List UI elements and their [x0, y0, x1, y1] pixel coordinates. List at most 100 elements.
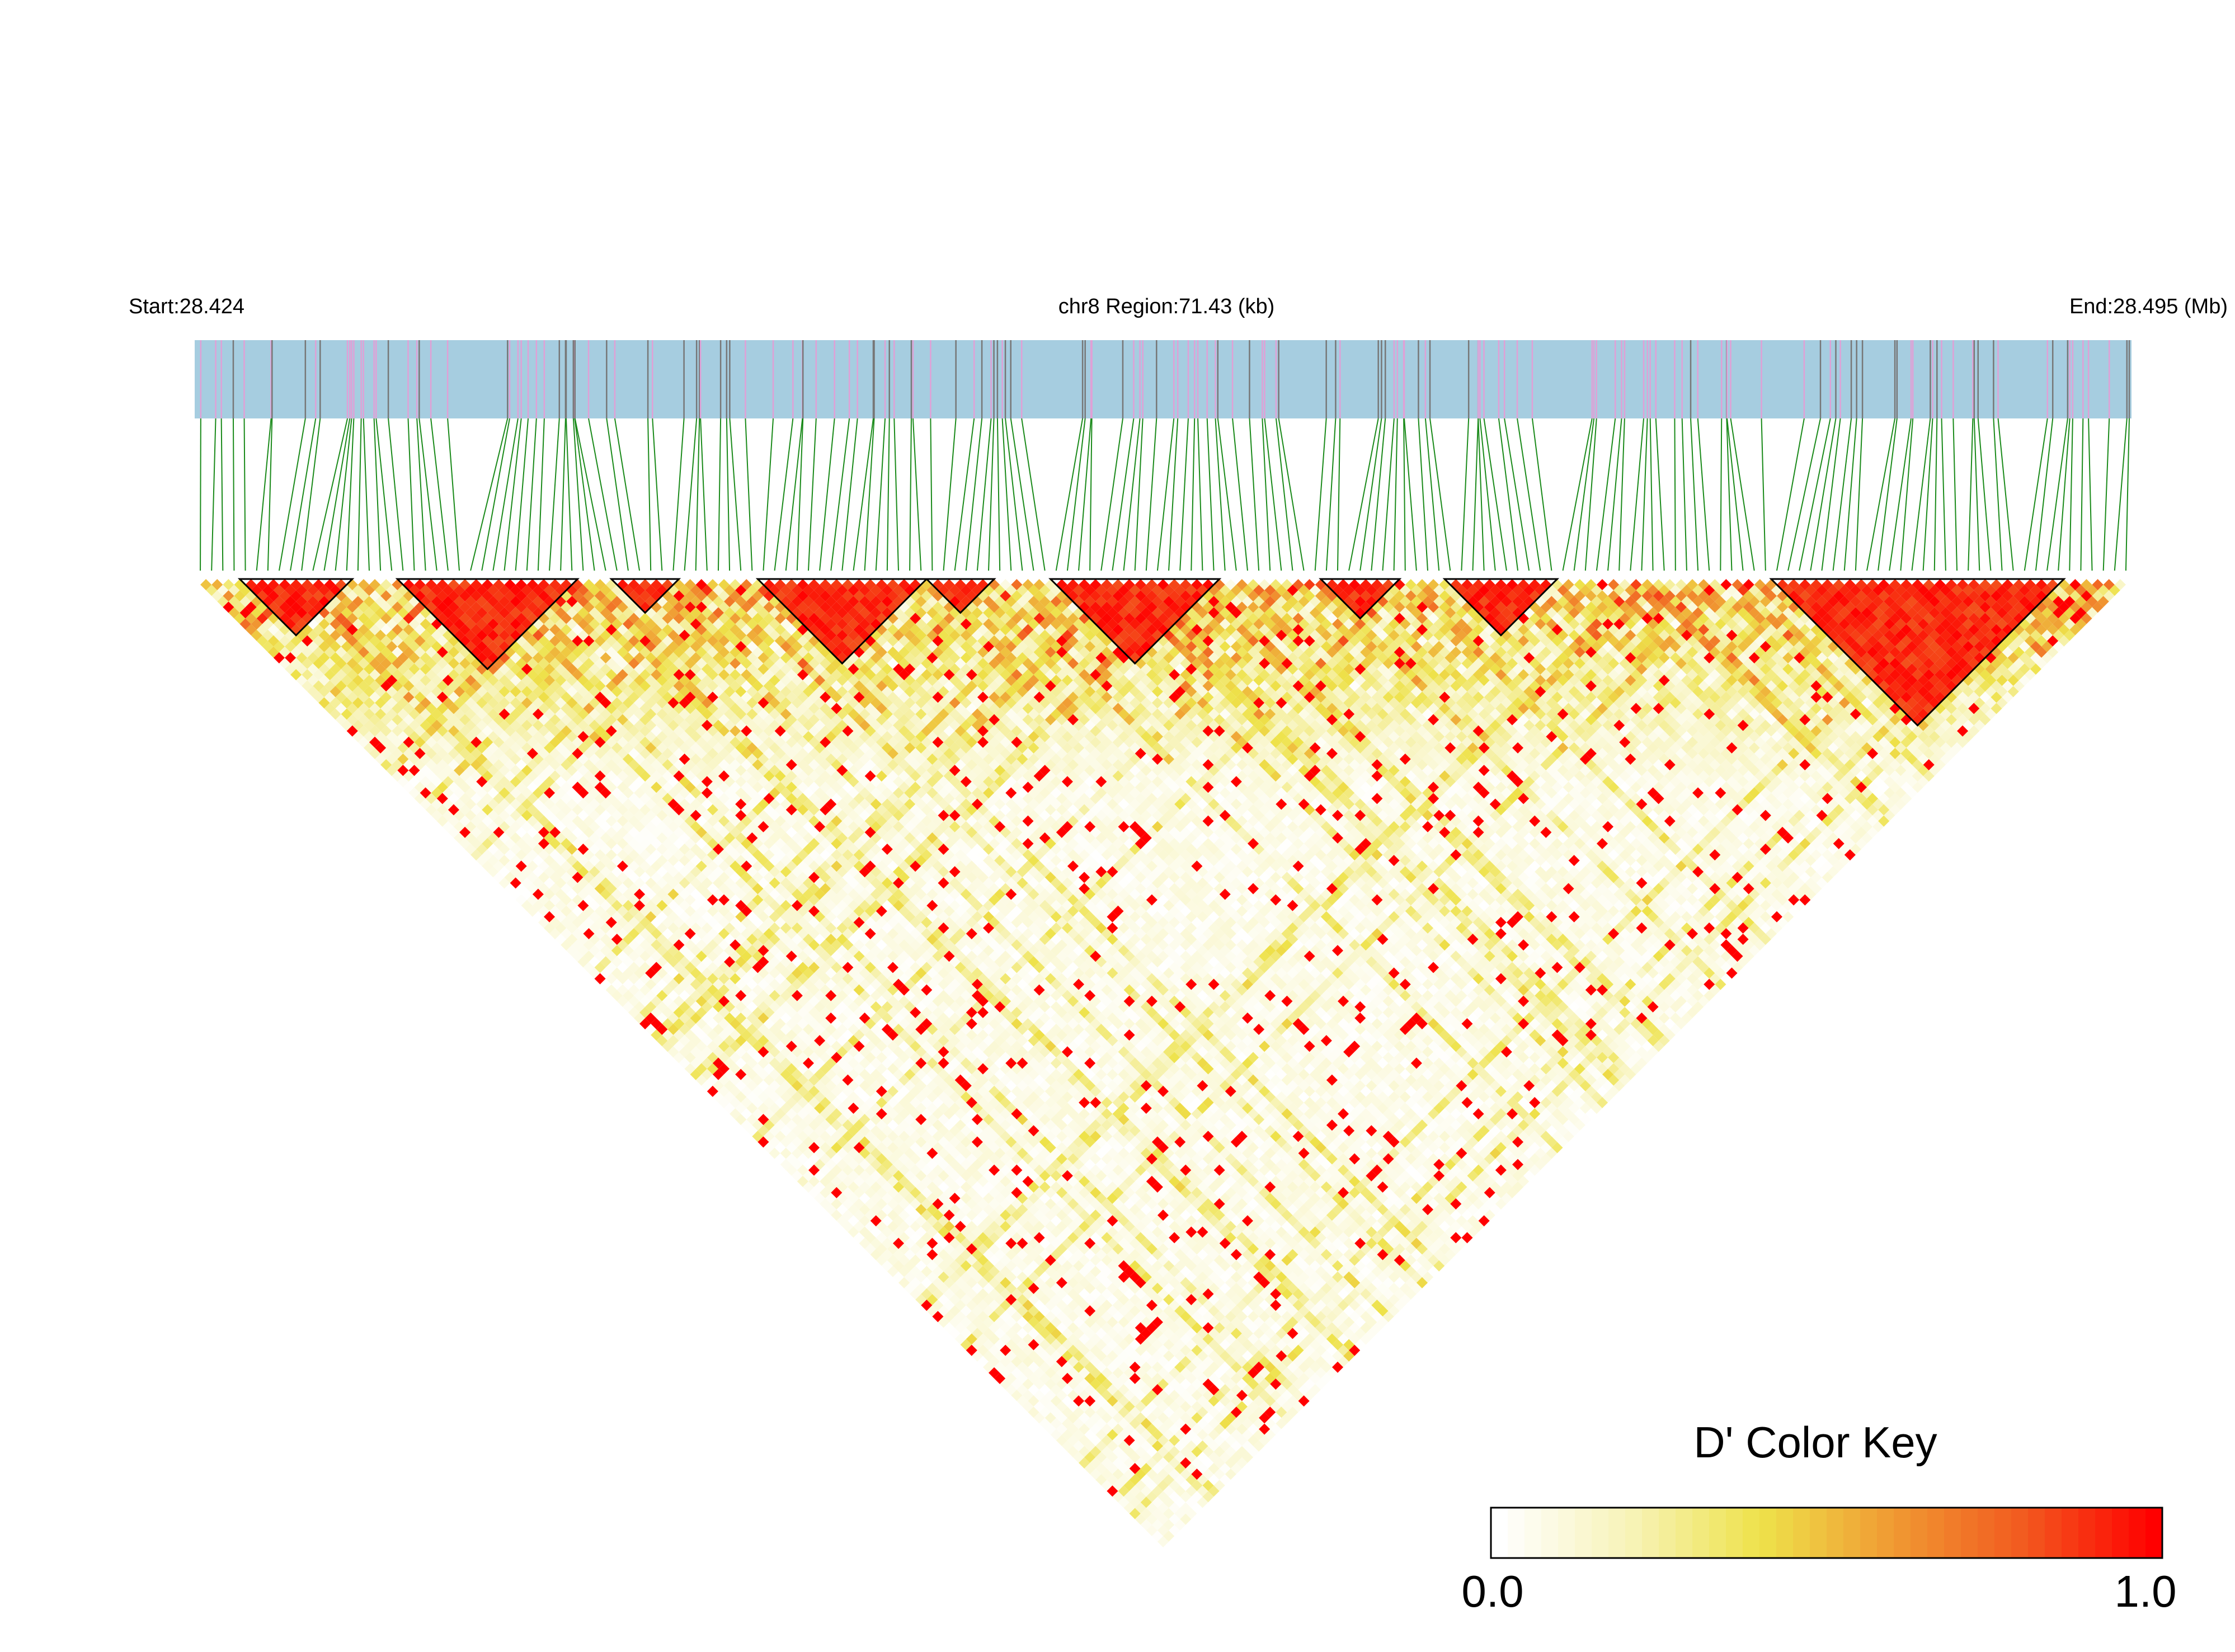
ld-cell [1698, 601, 1710, 613]
snp-connector [1941, 418, 1946, 571]
snp-connector-lines [200, 418, 2130, 571]
snp-connector [875, 418, 886, 571]
ld-cell [662, 601, 674, 613]
snp-connector [2102, 418, 2110, 571]
snp-connector [763, 418, 774, 571]
snp-connector [1021, 418, 1046, 571]
snp-connector [988, 418, 995, 571]
snp-connector [1100, 418, 1123, 571]
snp-connector [954, 418, 975, 571]
snp-connector [1404, 418, 1417, 571]
snp-connector [1584, 418, 1597, 571]
snp-connector [1498, 418, 1519, 571]
snp-connector [504, 418, 522, 571]
ld-cell [234, 601, 246, 613]
ld-cell [1900, 601, 1912, 613]
region-title-label: chr8 Region:71.43 (kb) [1058, 295, 1275, 318]
snp-connector [220, 418, 224, 571]
ld-cell [1439, 601, 1451, 613]
snp-connector [1348, 418, 1379, 571]
ld-cell [921, 601, 933, 613]
snp-connector [745, 418, 753, 571]
snp-connector [2069, 418, 2073, 571]
snp-connector [1262, 418, 1271, 571]
ld-cell [1202, 601, 1214, 613]
ld-cell [290, 601, 302, 613]
ld-cell [1630, 601, 1642, 613]
snp-connector [965, 418, 983, 571]
snp-connector [243, 418, 246, 571]
snp-connector [346, 418, 355, 571]
ld-cell [1213, 601, 1225, 613]
snp-position-track [195, 340, 2132, 418]
snp-connector [695, 418, 700, 571]
ld-cell [561, 601, 572, 613]
ld-cell [797, 601, 808, 613]
snp-connector [807, 418, 817, 571]
ld-cell [1428, 601, 1439, 613]
ld-heatmap-cells [200, 579, 2126, 1547]
snp-connector [363, 418, 370, 571]
ld-cell [1506, 601, 1518, 613]
snp-connector [1005, 418, 1023, 571]
snp-connector [1001, 418, 1012, 571]
ld-cell [1270, 601, 1282, 613]
ld-cell [1619, 601, 1631, 613]
region-start-label: Start:28.424 [129, 295, 244, 318]
snp-connector [2114, 418, 2128, 571]
ld-cell [1033, 601, 1045, 613]
snp-connector [1191, 418, 1196, 571]
snp-connector [1337, 418, 1341, 571]
snp-connector [1697, 418, 1710, 571]
snp-connector [335, 418, 352, 571]
ld-cell [605, 601, 617, 613]
snp-connector [1517, 418, 1541, 571]
snp-track-ticks [200, 340, 2130, 418]
snp-connector [1562, 418, 1593, 571]
ld-cell [1146, 601, 1158, 613]
region-end-label: End:28.495 (Mb) [2069, 295, 2228, 318]
snp-connector [1776, 418, 1805, 571]
ld-cell [864, 601, 876, 613]
ld-cell [504, 601, 516, 613]
snp-connector [1787, 418, 1821, 571]
snp-connector [1810, 418, 1837, 571]
ld-cell [808, 601, 820, 613]
ld-cell [1855, 601, 1867, 613]
snp-connector [1531, 418, 1552, 571]
snp-connector [515, 418, 529, 571]
ld-cell [1833, 601, 1845, 613]
ld-cell [1743, 601, 1754, 613]
ld-cell [989, 601, 1000, 613]
ld-cell [1968, 601, 1980, 613]
ld-cell [1405, 601, 1417, 613]
ld-cell [684, 601, 696, 613]
snp-connector [606, 418, 629, 571]
snp-connector [416, 418, 426, 571]
snp-connector [1206, 418, 1215, 571]
snp-connector [574, 418, 606, 571]
ld-cell [1304, 601, 1315, 613]
snp-connector [232, 418, 235, 571]
ld-cell [1844, 601, 1856, 613]
snp-connector [1641, 418, 1648, 571]
ld-cell [211, 590, 223, 602]
snp-connector [717, 418, 722, 571]
ld-cell [1315, 601, 1326, 613]
snp-connector [1952, 418, 1958, 571]
ld-cell [1450, 601, 1462, 613]
ld-cell [1394, 601, 1405, 613]
snp-connector [2024, 418, 2048, 571]
snp-connector [572, 418, 584, 571]
snp-connector [1690, 418, 1699, 571]
ld-cell [831, 601, 843, 613]
snp-connector [375, 418, 393, 571]
snp-connector [1674, 418, 1676, 571]
snp-connector [1429, 418, 1451, 571]
snp-connector [1066, 418, 1086, 571]
ld-cell [1653, 601, 1664, 613]
snp-connector [1371, 418, 1386, 571]
ld-cell [1281, 601, 1293, 613]
ld-cell [1709, 601, 1721, 613]
snp-connector [1393, 418, 1398, 571]
